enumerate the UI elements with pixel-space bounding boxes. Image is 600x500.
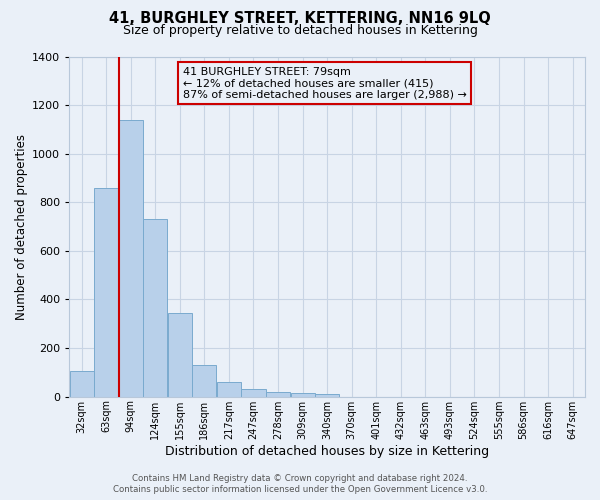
Bar — [217, 382, 241, 396]
Bar — [193, 365, 217, 396]
Bar — [315, 394, 339, 396]
Bar — [119, 120, 143, 396]
Bar — [94, 188, 118, 396]
Bar — [290, 393, 314, 396]
X-axis label: Distribution of detached houses by size in Kettering: Distribution of detached houses by size … — [165, 444, 489, 458]
Text: Size of property relative to detached houses in Kettering: Size of property relative to detached ho… — [122, 24, 478, 37]
Bar — [70, 371, 94, 396]
Y-axis label: Number of detached properties: Number of detached properties — [15, 134, 28, 320]
Bar — [241, 390, 266, 396]
Text: 41, BURGHLEY STREET, KETTERING, NN16 9LQ: 41, BURGHLEY STREET, KETTERING, NN16 9LQ — [109, 11, 491, 26]
Text: 41 BURGHLEY STREET: 79sqm
← 12% of detached houses are smaller (415)
87% of semi: 41 BURGHLEY STREET: 79sqm ← 12% of detac… — [183, 66, 467, 100]
Bar — [266, 392, 290, 396]
Bar — [168, 313, 192, 396]
Bar — [143, 220, 167, 396]
Text: Contains HM Land Registry data © Crown copyright and database right 2024.
Contai: Contains HM Land Registry data © Crown c… — [113, 474, 487, 494]
